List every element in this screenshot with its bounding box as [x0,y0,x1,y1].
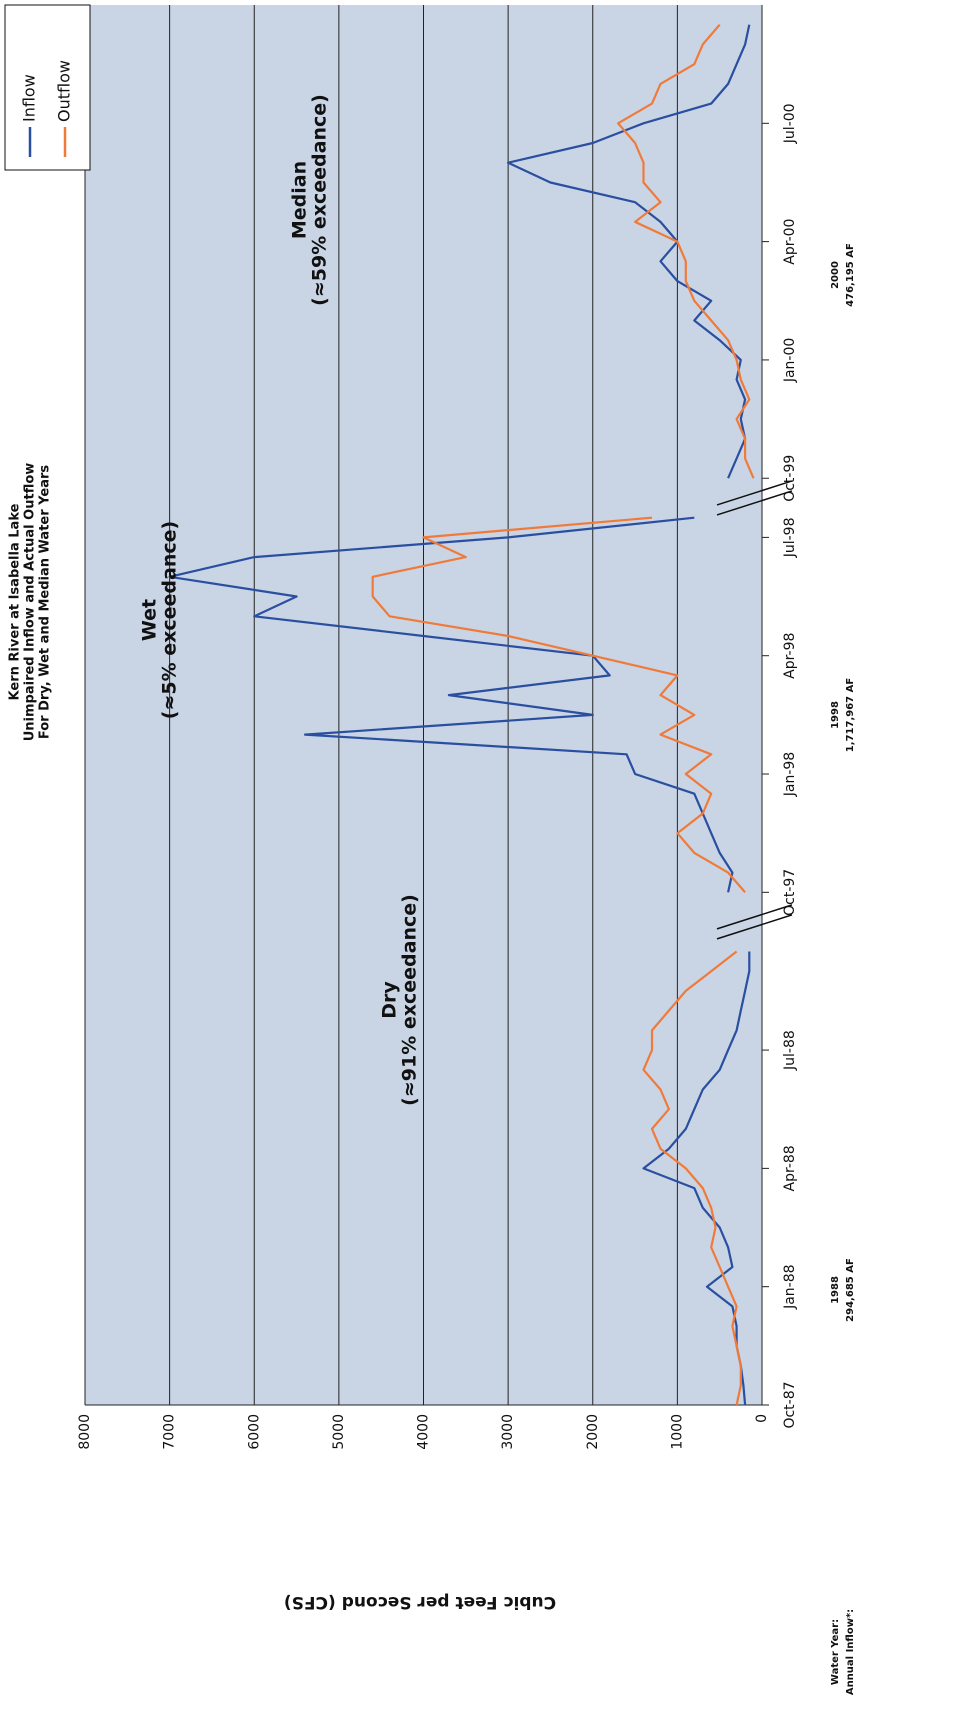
y-tick-label: 6000 [246,1414,262,1450]
rotated-chart: Kern River at Isabella Lake Unimpaired In… [4,4,856,1695]
series-line [371,23,755,1406]
y-tick-label: 1000 [669,1414,685,1450]
x-tick-label: Jan-00 [782,338,798,383]
legend-label: Outflow [55,60,74,122]
legend-label: Inflow [20,74,39,122]
x-tick-label: Oct-87 [782,1381,798,1428]
annotation: (≈5% exceedance) [159,521,181,719]
x-tick-label: Jul-98 [782,518,798,559]
annual-inflow: 294,685 AF [845,1258,856,1322]
legend-box [4,4,91,171]
axis-break [716,914,793,940]
annotation: Dry [379,981,401,1019]
x-tick-label: Jan-98 [782,752,798,797]
y-axis-label: Cubic Feet per Second (CFS) [284,1592,556,1612]
x-tick-label: Jan-88 [782,1264,798,1309]
x-tick-label: Apr-00 [782,219,798,265]
chart-title: Unimpaired Inflow and Actual Outflow [23,463,38,742]
x-tick-label: Apr-88 [782,1145,798,1191]
annual-inflow: 1,717,967 AF [845,678,856,752]
x-tick-label: Jul-00 [782,103,798,144]
series-line [168,24,751,1406]
y-tick-label: 5000 [331,1414,347,1450]
annotation: (≈59% exceedance) [309,94,331,306]
y-tick-label: 7000 [162,1414,178,1450]
water-year: 1988 [830,1276,841,1304]
y-tick-label: 3000 [500,1414,516,1450]
chart-title: Kern River at Isabella Lake [8,503,23,700]
axis-break [716,904,793,930]
annotation: Wet [139,599,161,641]
y-tick-label: 0 [754,1414,770,1423]
axis-break [716,480,793,506]
annual-inflow: 476,195 AF [845,243,856,307]
y-tick-label: 4000 [416,1414,432,1450]
x-tick-label: Oct-97 [782,869,798,916]
footer-label: Annual Inflow*: [845,1609,856,1695]
y-tick-label: 8000 [77,1414,93,1450]
y-tick-label: 2000 [585,1414,601,1450]
water-year: 2000 [830,261,841,289]
footer-label: Water Year: [830,1619,841,1685]
x-tick-label: Oct-99 [782,455,798,502]
axis-break [716,490,793,516]
chart-title: For Dry, Wet and Median Water Years [38,465,53,740]
x-tick-label: Jul-88 [782,1030,798,1071]
annotation: Median [289,161,311,239]
water-year: 1998 [830,701,841,729]
x-tick-label: Apr-98 [782,633,798,679]
annotation: (≈91% exceedance) [399,894,421,1106]
